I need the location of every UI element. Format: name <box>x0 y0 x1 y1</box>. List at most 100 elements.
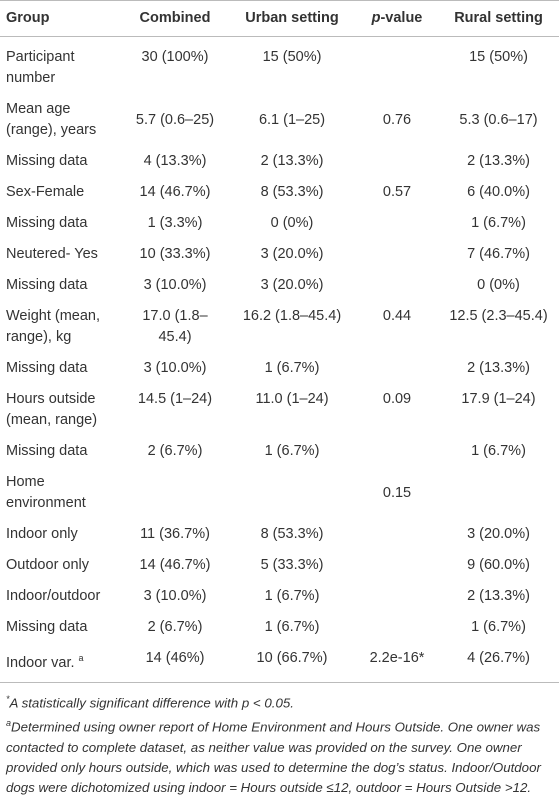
cell: 0.57 <box>382 184 412 200</box>
cell <box>356 270 438 301</box>
cell: 1 (6.7%) <box>471 619 526 635</box>
table-row: Missing data 2 (6.7%) 1 (6.7%) 1 (6.7%) <box>0 436 559 467</box>
cell: 14 (46.7%) <box>139 184 211 200</box>
footnote-mark: a <box>78 653 84 663</box>
cell: 0.15 <box>382 484 412 501</box>
row-label: Missing data <box>6 215 88 231</box>
cell: 3 (10.0%) <box>143 277 207 293</box>
cell <box>356 581 438 612</box>
cell: 11.0 (1–24) <box>255 391 329 407</box>
table-row: Indoor/outdoor 3 (10.0%) 1 (6.7%) 2 (13.3%) <box>0 581 559 612</box>
cell: 0 (0%) <box>270 215 314 231</box>
row-label: Indoor var. a <box>6 653 84 671</box>
row-label: Sex-Female <box>6 184 85 200</box>
cell: 5 (33.3%) <box>260 557 324 573</box>
cell: 3 (20.0%) <box>260 277 324 293</box>
cell: 1 (6.7%) <box>264 619 320 635</box>
cell: 17.0 (1.8–45.4) <box>142 308 208 345</box>
cell: 0.44 <box>382 308 412 324</box>
cell: 11 (36.7%) <box>140 526 210 542</box>
footnote: aDetermined using owner report of Home E… <box>6 713 553 797</box>
cell: 30 (100%) <box>141 49 209 65</box>
cell: 4 (26.7%) <box>467 650 530 666</box>
cell: 2.2e-16* <box>369 650 425 666</box>
table-row: Missing data 4 (13.3%) 2 (13.3%) 2 (13.3%) <box>0 146 559 177</box>
table-row: Sex-Female 14 (46.7%) 8 (53.3%) 0.57 6 (40.0… <box>0 177 559 208</box>
cell: 1 (3.3%) <box>147 215 203 231</box>
cell: 8 (53.3%) <box>260 526 324 542</box>
row-label: Indoor/outdoor <box>6 588 101 604</box>
cell <box>356 519 438 550</box>
row-label: Weight (mean, range), kg <box>6 308 101 345</box>
footnote-text: Determined using owner report of Home En… <box>6 719 541 795</box>
cell: 10 (33.3%) <box>139 246 211 262</box>
cell: 1 (6.7%) <box>264 360 320 376</box>
row-label: Missing data <box>6 277 88 293</box>
row-label: Mean age (range), years <box>6 101 97 138</box>
cell: 17.9 (1–24) <box>461 391 536 407</box>
cell: 16.2 (1.8–45.4) <box>242 308 342 324</box>
footnotes: *A statistically significant difference … <box>0 683 559 798</box>
footnote-text: A statistically significant difference w… <box>9 695 294 711</box>
row-label: Missing data <box>6 443 88 459</box>
cell: 6.1 (1–25) <box>258 111 326 128</box>
row-label: Home environment <box>6 474 86 511</box>
cell <box>356 353 438 384</box>
table-row: Weight (mean, range), kg 17.0 (1.8–45.4) 1… <box>0 301 559 353</box>
table-row: Outdoor only 14 (46.7%) 5 (33.3%) 9 (60.0%) <box>0 550 559 581</box>
table-row: Participant number 30 (100%) 15 (50%) 15 (5… <box>0 37 559 95</box>
cell <box>356 550 438 581</box>
column-header: Combined <box>122 0 228 37</box>
row-label: Indoor only <box>6 526 78 542</box>
cell: 5.7 (0.6–25) <box>135 111 215 128</box>
cell: 7 (46.7%) <box>467 246 530 262</box>
cell: 3 (10.0%) <box>143 588 207 604</box>
cell: 1 (6.7%) <box>471 215 526 231</box>
cell: 15 (50%) <box>469 49 528 65</box>
row-label: Missing data <box>6 360 88 376</box>
footnote-mark: * <box>6 693 10 704</box>
cell <box>122 467 228 519</box>
header-row: Group Combined Urban setting p-value Rural s… <box>0 0 559 37</box>
cell: 3 (20.0%) <box>467 526 530 542</box>
cell <box>356 37 438 95</box>
table-row: Home environment 0.15 <box>0 467 559 519</box>
cell: 2 (13.3%) <box>467 360 530 376</box>
cell: 0.09 <box>382 391 412 407</box>
table-row: Missing data 1 (3.3%) 0 (0%) 1 (6.7%) <box>0 208 559 239</box>
row-label: Neutered- Yes <box>6 246 98 262</box>
cell <box>356 208 438 239</box>
cell: 8 (53.3%) <box>260 184 324 200</box>
table-row: Missing data 3 (10.0%) 1 (6.7%) 2 (13.3%) <box>0 353 559 384</box>
cell <box>356 239 438 270</box>
cell: 6 (40.0%) <box>467 184 530 200</box>
cell: 2 (13.3%) <box>467 588 530 604</box>
cell: 14 (46.7%) <box>139 557 211 573</box>
cell <box>356 436 438 467</box>
cell: 2 (13.3%) <box>260 153 324 169</box>
table-row: Missing data 2 (6.7%) 1 (6.7%) 1 (6.7%) <box>0 612 559 643</box>
cell <box>228 467 356 519</box>
cell: 9 (60.0%) <box>467 557 530 573</box>
cell <box>356 146 438 177</box>
cell: 5.3 (0.6–17) <box>459 111 538 128</box>
header-text: -value <box>380 10 423 26</box>
cell: 1 (6.7%) <box>264 443 320 459</box>
cell: 3 (10.0%) <box>143 360 207 376</box>
table-row: Mean age (range), years 5.7 (0.6–25) 6.1 (… <box>0 94 559 146</box>
table-row: Neutered- Yes 10 (33.3%) 3 (20.0%) 7 (46.7%… <box>0 239 559 270</box>
cell: 0 (0%) <box>477 277 520 293</box>
cell: 3 (20.0%) <box>260 246 324 262</box>
cell: 2 (6.7%) <box>147 619 203 635</box>
row-label: Missing data <box>6 619 88 635</box>
table-body: Participant number 30 (100%) 15 (50%) 15 (5… <box>0 37 559 683</box>
footnote: *A statistically significant difference … <box>6 689 553 713</box>
cell: 4 (13.3%) <box>143 153 207 169</box>
row-label: Missing data <box>6 153 88 169</box>
cell: 2 (6.7%) <box>147 443 203 459</box>
column-header: p-value <box>356 0 438 37</box>
cell: 2 (13.3%) <box>467 153 530 169</box>
cell: 14.5 (1–24) <box>137 391 213 407</box>
table-row: Missing data 3 (10.0%) 3 (20.0%) 0 (0%) <box>0 270 559 301</box>
